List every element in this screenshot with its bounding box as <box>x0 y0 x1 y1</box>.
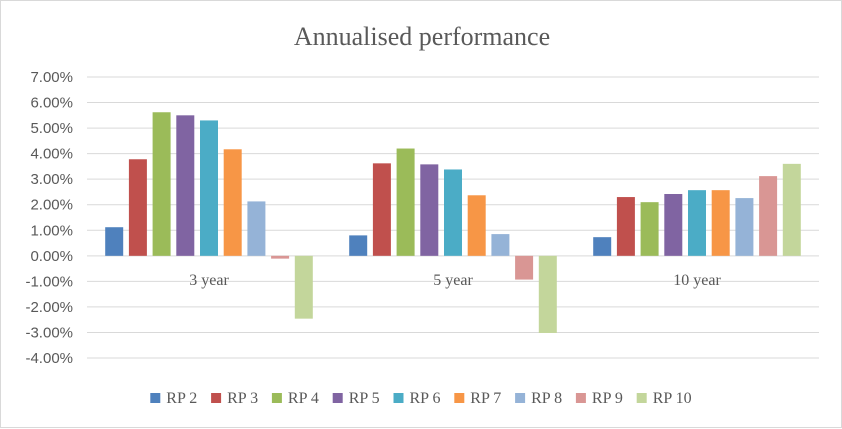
legend-label: RP 3 <box>227 390 258 407</box>
legend-label: RP 4 <box>288 390 319 407</box>
bar <box>444 169 462 256</box>
y-tick-label: -2.00% <box>25 299 73 316</box>
bar <box>711 190 730 256</box>
bar <box>616 197 635 256</box>
bar <box>688 190 706 256</box>
legend-swatch <box>332 393 343 403</box>
y-tick-label: 1.00% <box>30 222 73 239</box>
legend-swatch <box>515 393 526 403</box>
y-tick-label: 4.00% <box>30 146 73 163</box>
legend-swatch <box>393 393 404 403</box>
y-tick-label: 6.00% <box>30 95 73 112</box>
legend-label: RP 8 <box>531 390 562 407</box>
bar <box>223 149 242 256</box>
category-label: 10 year <box>673 272 721 289</box>
bar <box>491 234 510 256</box>
legend-swatch <box>636 393 647 403</box>
bar <box>152 112 171 256</box>
bar <box>515 255 534 280</box>
y-tick-label: 2.00% <box>30 197 73 214</box>
legend-label: RP 6 <box>410 390 441 407</box>
legend: RP 2 RP 3 RP 4 RP 5 RP 6 RP 7 RP 8 RP 9 RP 10 <box>150 390 692 407</box>
legend-label: RP 5 <box>349 390 380 407</box>
bar <box>420 164 439 256</box>
bar <box>176 115 195 256</box>
bar <box>593 237 612 256</box>
y-axis-ticks: 7.00% 6.00% 5.00% 4.00% 3.00% 2.00% 1.00% 0.00%… <box>25 69 73 367</box>
bar <box>372 163 391 256</box>
bar <box>271 255 290 259</box>
category-label: 5 year <box>433 272 473 289</box>
legend-swatch <box>211 393 222 403</box>
legend-label: RP 9 <box>592 390 623 407</box>
y-tick-label: 3.00% <box>30 171 73 188</box>
y-tick-label: -4.00% <box>25 350 73 367</box>
y-tick-label: 7.00% <box>30 69 73 86</box>
legend-swatch <box>271 393 282 403</box>
bar <box>664 194 683 256</box>
bar <box>396 148 415 256</box>
legend-label: RP 7 <box>470 390 501 407</box>
bar <box>294 255 313 319</box>
legend-label: RP 2 <box>166 390 197 407</box>
bar <box>128 159 147 256</box>
bar <box>105 227 124 256</box>
bar <box>759 176 778 256</box>
bar <box>467 195 486 256</box>
legend-swatch <box>575 393 586 403</box>
bar <box>735 198 754 256</box>
bar <box>782 163 801 256</box>
category-label: 3 year <box>189 272 229 289</box>
y-tick-label: -1.00% <box>25 273 73 290</box>
bar <box>200 120 218 256</box>
bar <box>247 201 266 256</box>
legend-label: RP 10 <box>653 390 692 407</box>
bars <box>105 112 801 333</box>
category-labels: 3 year 5 year 10 year <box>189 272 721 289</box>
bar <box>349 235 368 256</box>
legend-swatch <box>150 393 161 403</box>
legend-swatch <box>454 393 465 403</box>
y-tick-label: 0.00% <box>30 248 73 265</box>
bar <box>538 255 557 333</box>
y-tick-label: -3.00% <box>25 324 73 341</box>
y-tick-label: 5.00% <box>30 120 73 137</box>
bar <box>640 202 659 256</box>
chart-title: Annualised performance <box>294 22 550 51</box>
